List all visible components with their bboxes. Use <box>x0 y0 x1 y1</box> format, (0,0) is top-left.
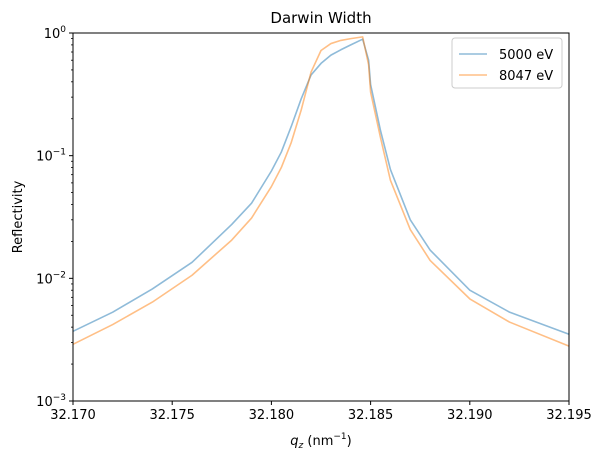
legend-label-2: 8047 eV <box>499 69 553 84</box>
chart-title: Darwin Width <box>270 9 371 27</box>
y-axis-label: Reflectivity <box>11 180 26 253</box>
x-tick-label: 32.190 <box>447 408 493 423</box>
y-tick-label: 10−1 <box>36 148 66 165</box>
series-line-1 <box>72 38 570 336</box>
y-tick-label: 10−3 <box>36 393 66 410</box>
y-tick-label: 10−2 <box>36 270 66 287</box>
x-axis-label: qz (nm−1) <box>290 432 351 451</box>
x-tick-label: 32.175 <box>149 408 195 423</box>
x-axis: 32.170 32.175 32.180 32.185 32.190 32.195 <box>50 401 592 423</box>
x-tick-label: 32.180 <box>249 408 295 423</box>
plot-frame <box>72 32 570 402</box>
y-axis: 10−3 10−2 10−1 100 <box>36 25 73 410</box>
series-line-2 <box>72 36 570 347</box>
x-tick-label: 32.170 <box>50 408 96 423</box>
legend-label-1: 5000 eV <box>499 48 553 63</box>
y-tick-label: 100 <box>44 25 67 42</box>
plot-lines <box>72 36 570 347</box>
x-tick-label: 32.185 <box>348 408 394 423</box>
legend: 5000 eV 8047 eV <box>451 37 563 89</box>
x-tick-label: 32.195 <box>546 408 592 423</box>
